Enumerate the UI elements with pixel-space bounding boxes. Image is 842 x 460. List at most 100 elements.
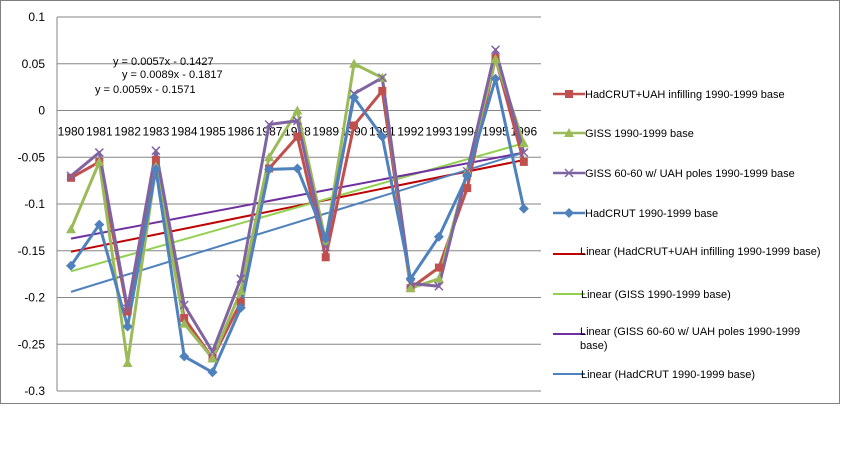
data-point-diamond — [518, 203, 529, 214]
legend-marker-triangle — [564, 128, 574, 137]
data-point-square — [434, 263, 443, 272]
data-point-triangle — [94, 156, 105, 166]
data-point-x — [292, 116, 302, 126]
data-point-square — [123, 307, 132, 316]
data-point-x — [377, 73, 387, 83]
data-point-square — [519, 157, 528, 166]
data-point-x — [179, 300, 189, 310]
legend-label-giss: GISS 1990-1999 base — [585, 128, 694, 140]
legend-marker-square — [565, 90, 573, 98]
data-point-triangle — [264, 152, 275, 162]
legend-label-linear-giss: Linear (GISS 1990-1999 base) — [581, 289, 731, 301]
data-point-diamond — [66, 260, 76, 271]
data-point-diamond — [292, 163, 303, 174]
data-point-triangle — [349, 58, 359, 68]
data-point-x — [66, 171, 76, 181]
y-tick-label: -0.15 — [18, 244, 46, 258]
y-tick-label: -0.3 — [24, 384, 45, 398]
legend-item-linear-hadcrut-uah: Linear (HadCRUT+UAH infilling 1990-1999 … — [553, 246, 821, 258]
data-point-triangle — [518, 138, 529, 148]
x-tick-label: 1988 — [284, 125, 311, 139]
x-tick-label: 1982 — [114, 125, 141, 139]
legend-label-hadcrut-uah: HadCRUT+UAH infilling 1990-1999 base — [585, 89, 785, 101]
data-point-diamond — [433, 231, 444, 242]
y-tick-label: -0.2 — [24, 291, 45, 305]
data-series — [69, 48, 526, 374]
y-axis-tick-labels: 0.1 0.05 0 -0.05 -0.1 -0.15 -0.2 -0.25 -0.3 — [18, 10, 46, 398]
data-point-x — [321, 242, 331, 252]
x-tick-label: 1986 — [227, 125, 254, 139]
data-point-x — [151, 146, 161, 156]
data-point-diamond — [490, 73, 501, 84]
data-point-triangle — [235, 285, 246, 295]
y-tick-label: -0.05 — [18, 150, 46, 164]
x-tick-label: 1980 — [58, 125, 85, 139]
data-point-diamond — [405, 273, 416, 284]
data-point-square — [236, 298, 245, 307]
data-point-square — [463, 184, 472, 193]
y-tick-label: 0.1 — [28, 10, 45, 24]
data-point-x — [236, 274, 246, 284]
data-point-triangle — [433, 273, 444, 283]
legend-item-linear-hadcrut: Linear (HadCRUT 1990-1999 base) — [553, 369, 755, 381]
trendline — [70, 151, 525, 293]
data-point-diamond — [264, 164, 275, 175]
data-point-diamond — [377, 131, 388, 142]
data-point-diamond — [462, 170, 473, 181]
legend-label-giss-60-60: GISS 60-60 w/ UAH poles 1990-1999 base — [585, 168, 795, 180]
x-tick-label: 1985 — [199, 125, 226, 139]
data-point-x — [519, 148, 529, 158]
legend-label-hadcrut: HadCRUT 1990-1999 base — [585, 208, 718, 220]
data-point-diamond — [320, 233, 331, 244]
data-point-square — [378, 86, 387, 95]
legend-item-giss: GISS 1990-1999 base — [553, 128, 694, 140]
x-tick-label: 1983 — [143, 125, 170, 139]
chart-frame: 0.1 0.05 0 -0.05 -0.1 -0.15 -0.2 -0.25 -0.3 1980… — [0, 0, 840, 404]
trend-equation-1: y = 0.0057x - 0.1427 — [113, 56, 214, 68]
data-point-x — [207, 347, 218, 357]
legend-item-giss-60-60: GISS 60-60 w/ UAH poles 1990-1999 base — [553, 168, 795, 180]
data-point-triangle — [122, 357, 133, 367]
data-point-diamond — [207, 367, 218, 378]
x-tick-label: 1984 — [171, 125, 198, 139]
y-tick-label: -0.25 — [18, 337, 46, 351]
x-tick-label: 1992 — [397, 125, 424, 139]
trend-equations: y = 0.0057x - 0.1427 y = 0.0089x - 0.181… — [95, 56, 223, 96]
x-tick-label: 1981 — [86, 125, 113, 139]
data-point-x — [123, 304, 133, 314]
legend-item-hadcrut-uah: HadCRUT+UAH infilling 1990-1999 base — [553, 89, 785, 101]
legend-label-linear-giss-60-60: Linear (GISS 60-60 w/ UAH poles 1990-199… — [580, 326, 801, 352]
legend-item-linear-giss-60-60: Linear (GISS 60-60 w/ UAH poles 1990-199… — [553, 326, 801, 352]
data-point-square — [350, 121, 358, 130]
trend-equation-3: y = 0.0059x - 0.1571 — [95, 84, 196, 96]
data-point-square — [293, 132, 302, 141]
data-point-square — [151, 156, 160, 165]
line-chart: 0.1 0.05 0 -0.05 -0.1 -0.15 -0.2 -0.25 -0.3 1980… — [18, 10, 821, 398]
data-markers — [66, 45, 529, 378]
y-tick-label: 0.05 — [22, 57, 46, 71]
y-tick-label: -0.1 — [24, 197, 45, 211]
data-point-triangle — [490, 54, 501, 64]
data-point-square — [321, 253, 330, 262]
data-point-square — [67, 173, 75, 182]
data-point-x — [434, 281, 444, 291]
data-point-triangle — [66, 224, 76, 234]
data-point-diamond — [150, 164, 161, 175]
data-point-diamond — [179, 351, 190, 362]
data-point-triangle — [405, 283, 416, 293]
trend-equation-2: y = 0.0089x - 0.1817 — [122, 69, 223, 81]
legend: HadCRUT+UAH infilling 1990-1999 base GIS… — [553, 89, 821, 381]
x-tick-label: 1993 — [426, 125, 453, 139]
data-point-x — [264, 119, 274, 130]
data-point-square — [180, 314, 189, 323]
x-tick-label: 1989 — [312, 125, 339, 139]
legend-label-linear-hadcrut-uah: Linear (HadCRUT+UAH infilling 1990-1999 … — [580, 246, 821, 258]
x-tick-label: 1995 — [482, 125, 509, 139]
data-point-triangle — [179, 318, 190, 328]
data-point-diamond — [94, 219, 105, 230]
data-point-x — [490, 45, 501, 55]
legend-item-linear-giss: Linear (GISS 1990-1999 base) — [553, 289, 731, 301]
y-tick-label: 0 — [38, 104, 45, 118]
data-point-x — [94, 148, 104, 158]
data-point-diamond — [349, 92, 359, 103]
